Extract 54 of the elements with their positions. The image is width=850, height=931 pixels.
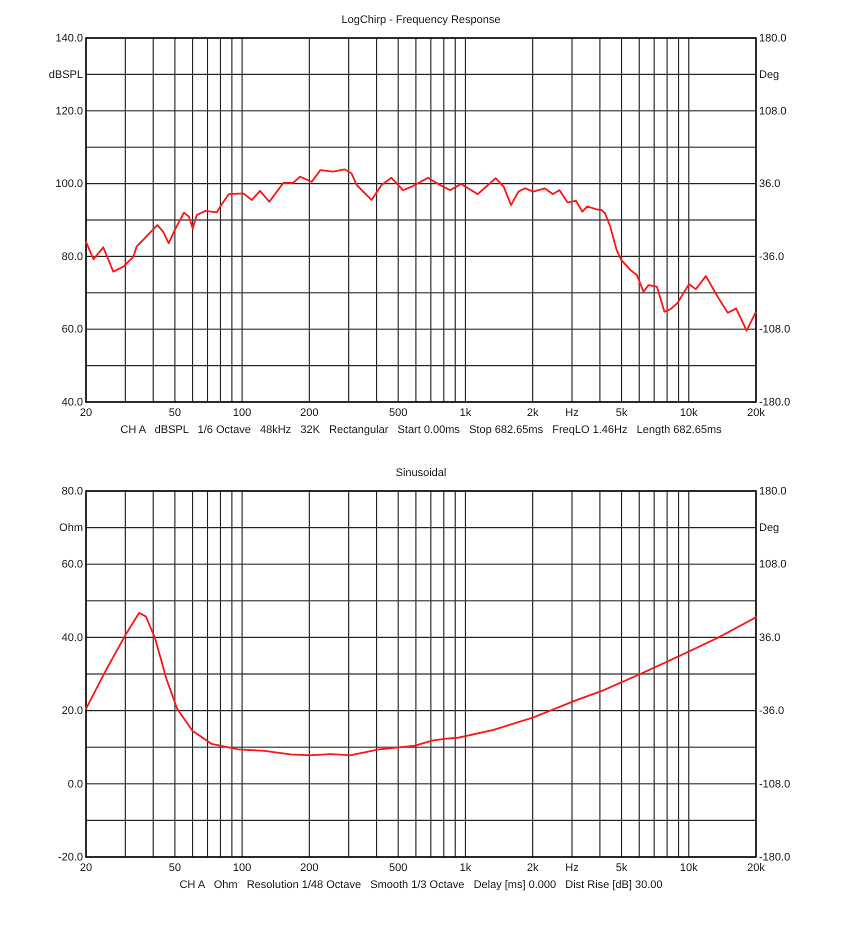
y-tick-label: dBSPL (48, 68, 83, 81)
y2-tick-label: 180.0 (759, 486, 787, 498)
y-tick-label: 60.0 (62, 324, 83, 336)
y2-tick-label: 36.0 (759, 178, 780, 190)
y2-tick-label: 180.0 (759, 32, 787, 45)
text: CH A Ohm Resolution 1/48 Octave Smooth 1/3 Octave Delay [ms] 0.000 Dist Rise [dB] 30.00 (179, 879, 663, 891)
y2-tick-label: 108.0 (759, 558, 787, 571)
y2-tick-label: -180.0 (759, 396, 790, 409)
y2-tick-label: Deg (759, 68, 780, 81)
x-tick-label: 10k (680, 862, 698, 874)
y2-tick-label: Deg (759, 522, 780, 534)
x-tick-label: 20k (747, 406, 766, 419)
text: CH A dBSPL 1/6 Octave 48kHz 32K Rectangular Start 0.00ms Stop 682.65ms FreqLO 1.46Hz Length 682.65ms (120, 424, 722, 436)
x-tick-label: 5k (616, 406, 628, 419)
x-tick-label: 200 (300, 406, 319, 419)
x-tick-label: 500 (389, 862, 408, 874)
y-tick-label: 40.0 (62, 396, 83, 409)
y-tick-label: 80.0 (62, 486, 83, 498)
y-tick-label: 0.0 (68, 778, 83, 790)
x-tick-label: 50 (168, 862, 181, 874)
x-tick-label: Hz (565, 406, 579, 419)
chart-title: Sinusoidal (396, 467, 446, 479)
y-tick-label: 20.0 (62, 705, 83, 718)
y2-tick-label: 108.0 (759, 105, 787, 118)
x-tick-label: Hz (565, 862, 579, 874)
x-tick-label: 200 (300, 862, 319, 874)
y-tick-label: 80.0 (62, 250, 83, 263)
x-tick-label: 5k (616, 862, 628, 874)
x-tick-label: 100 (232, 406, 252, 419)
x-tick-label: 10k (680, 406, 698, 419)
y-tick-label: -20.0 (58, 852, 83, 864)
y-tick-label: Ohm (59, 522, 83, 534)
y-tick-label: 40.0 (62, 632, 83, 644)
y2-tick-label: -108.0 (759, 778, 790, 790)
x-tick-label: 2k (526, 406, 539, 419)
x-tick-label: 20k (747, 862, 766, 874)
x-tick-label: 100 (232, 862, 252, 874)
y2-tick-label: 36.0 (759, 632, 780, 644)
y2-tick-label: -36.0 (759, 250, 784, 263)
x-tick-label: 1k (460, 862, 472, 874)
x-tick-label: 50 (168, 406, 181, 419)
x-tick-label: 20 (80, 862, 92, 874)
x-tick-label: 20 (80, 406, 92, 419)
y2-tick-label: -180.0 (759, 852, 790, 864)
y-tick-label: 100.0 (55, 178, 83, 190)
y-tick-label: 60.0 (62, 558, 83, 571)
x-tick-label: 1k (460, 406, 472, 419)
chart-title: LogChirp - Frequency Response (342, 14, 500, 26)
y2-tick-label: -108.0 (759, 324, 790, 336)
y2-tick-label: -36.0 (759, 705, 784, 718)
y-tick-label: 120.0 (55, 105, 83, 118)
x-tick-label: 500 (389, 406, 408, 419)
y-tick-label: 140.0 (55, 32, 83, 45)
x-tick-label: 2k (526, 862, 539, 874)
